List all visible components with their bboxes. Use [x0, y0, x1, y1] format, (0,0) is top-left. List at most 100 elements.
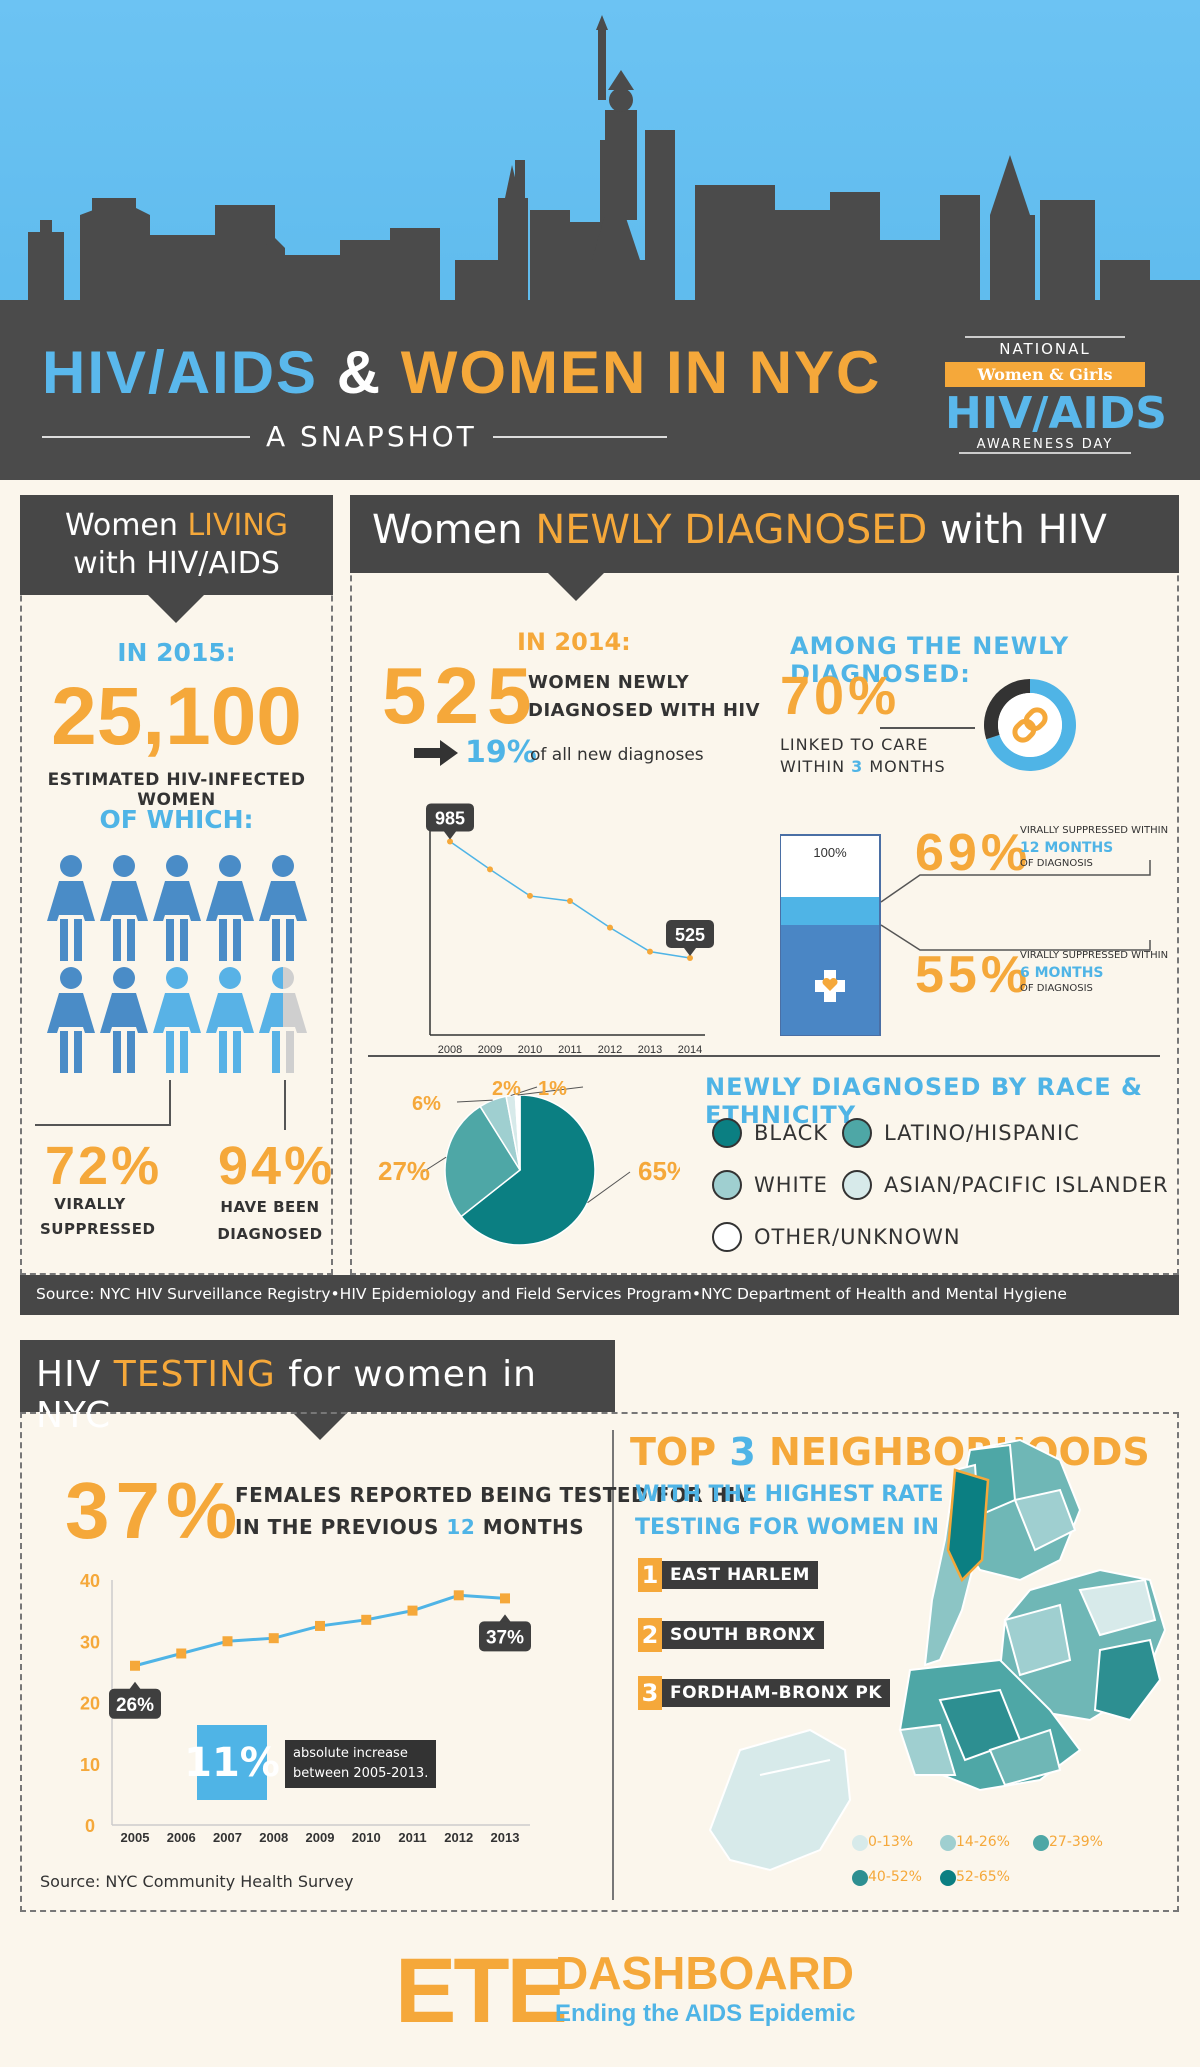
map-legend-1: 14-26%: [956, 1834, 1010, 1850]
vs6-label-b: 6 MONTHS: [1020, 965, 1104, 981]
x-tick-label: 2011: [398, 1830, 426, 1845]
x-tick-label: 2013: [638, 1044, 662, 1056]
diagnoses-point: [567, 898, 573, 904]
legend-swatch-asian: [842, 1170, 872, 1200]
newly-divider: [368, 1055, 1160, 1057]
hood-3: 3 FORDHAM-BRONX PK: [638, 1676, 891, 1710]
women-pictogram: [47, 855, 307, 1073]
legend-latino: LATINO/HISPANIC: [842, 1118, 1080, 1148]
pie-value-label: 1%: [538, 1078, 567, 1100]
diagnoses-point: [607, 924, 613, 931]
living-of-which: OF WHICH:: [99, 805, 254, 834]
badge-ribbon: Women & Girls: [945, 362, 1145, 387]
value-tag-pointer: [129, 1681, 141, 1690]
pie-leader: [456, 1099, 493, 1103]
increase-label-a: absolute increase: [293, 1746, 408, 1761]
newly-header: Women NEWLY DIAGNOSED with HIV: [350, 495, 1179, 573]
y-tick-label: 20: [80, 1694, 100, 1714]
testing-title-a: HIV: [36, 1354, 114, 1395]
testing-desc-num: 12: [446, 1515, 476, 1539]
diagnoses-point: [687, 955, 693, 961]
awareness-day-badge: NATIONAL Women & Girls HIV/AIDS AWARENES…: [945, 336, 1167, 456]
testing-desc-b-text: IN THE PREVIOUS: [235, 1515, 447, 1539]
nyc-skyline: [0, 15, 1200, 320]
legend-white: WHITE: [712, 1170, 828, 1200]
legend-label-asian: ASIAN/PACIFIC ISLANDER: [884, 1173, 1169, 1197]
title-part-1: HIV/AIDS: [42, 339, 319, 406]
testing-point: [268, 1633, 279, 1644]
legend-swatch-black: [712, 1118, 742, 1148]
pie-leader: [510, 1086, 538, 1097]
x-tick-label: 2008: [259, 1830, 288, 1845]
value-tag-bg: [479, 1621, 531, 1652]
x-tick-label: 2014: [678, 1044, 702, 1056]
logo-tagline: Ending the AIDS Epidemic: [555, 2000, 856, 2027]
legend-label-white: WHITE: [754, 1173, 828, 1197]
pie-leader: [517, 1086, 584, 1096]
pie-leader: [587, 1171, 631, 1204]
living-total: 25,100: [51, 671, 302, 762]
living-total-desc: ESTIMATED HIV-INFECTED WOMEN: [47, 770, 306, 810]
testing-header: HIV TESTING for women in NYC: [20, 1340, 615, 1436]
among-title: AMONG THE NEWLY DIAGNOSED:: [790, 632, 1070, 688]
stat-diagnosed-value: 94%: [218, 1136, 336, 1196]
bar-segment-12-months: [781, 897, 879, 925]
diagnoses-trend-chart: 2008 2009 2010 2011 2012 2013 2014 985 525: [426, 803, 714, 1056]
medical-heart-icon: [815, 970, 845, 1002]
newly-count-desc-b: DIAGNOSED WITH HIV: [528, 700, 761, 721]
linked-donut-chart: [880, 679, 1076, 771]
linked-label-num: 3: [851, 757, 864, 776]
arrow-right-icon: [414, 740, 458, 766]
testing-point: [222, 1636, 233, 1647]
newly-title-b: NEWLY DIAGNOSED: [535, 507, 928, 553]
diagnoses-point: [447, 838, 453, 845]
hood-3-label: FORDHAM-BRONX PK: [662, 1679, 891, 1707]
testing-desc-b: IN THE PREVIOUS 12 MONTHS: [235, 1515, 584, 1539]
pie-value-label: 2%: [492, 1078, 521, 1100]
value-tag-label: 26%: [116, 1695, 154, 1716]
living-title-a: Women: [64, 508, 188, 543]
vs12-value: 69%: [915, 824, 1032, 882]
linked-label-a: LINKED TO CARE: [780, 735, 929, 754]
testing-point: [315, 1620, 325, 1631]
newly-title-a: Women: [372, 507, 536, 553]
testing-point: [176, 1648, 187, 1659]
newly-year: IN 2014:: [517, 628, 631, 656]
vs12-connector: [880, 860, 1151, 903]
newly-count: 525: [382, 651, 540, 740]
logo-ete: ETE: [395, 1940, 568, 2042]
legend-asian: ASIAN/PACIFIC ISLANDER: [842, 1170, 1169, 1200]
legend-swatch-white: [712, 1170, 742, 1200]
value-tag-pointer: [499, 1614, 511, 1623]
x-tick-label: 2013: [491, 1830, 520, 1845]
vs12-label-a: VIRALLY SUPPRESSED WITHIN: [1020, 825, 1169, 836]
testing-panel: [20, 1412, 1179, 1912]
legend-black: BLACK: [712, 1118, 828, 1148]
x-tick-label: 2011: [558, 1044, 582, 1056]
badge-hiv-aids: HIV/AIDS: [945, 388, 1167, 439]
stat-diagnosed-label-b: DIAGNOSED: [217, 1225, 323, 1243]
value-tag-pointer: [684, 948, 696, 956]
badge-national: NATIONAL: [965, 336, 1125, 358]
increase-label: absolute increase between 2005-2013.: [285, 1740, 437, 1788]
x-tick-label: 2008: [438, 1044, 462, 1056]
stat-suppressed-label-a: VIRALLY: [54, 1195, 126, 1213]
vs12-label-c: OF DIAGNOSIS: [1020, 858, 1093, 869]
value-tag-label: 525: [675, 925, 705, 945]
hoods-title: TOP 3 NEIGHBORHOODS: [630, 1430, 1150, 1474]
x-tick-label: 2012: [598, 1044, 622, 1056]
testing-header-pointer: [292, 1412, 348, 1440]
hood-3-rank: 3: [638, 1676, 662, 1710]
testing-source: Source: NYC Community Health Survey: [40, 1872, 354, 1891]
vs12-label-b: 12 MONTHS: [1020, 840, 1114, 856]
title-part-2: WOMEN IN NYC: [400, 339, 882, 406]
legend-swatch-latino: [842, 1118, 872, 1148]
hood-2-label: SOUTH BRONX: [662, 1621, 824, 1649]
viral-suppression-bar: 100%: [780, 834, 1151, 1036]
x-tick-label: 2010: [352, 1830, 381, 1845]
map-legend-3: 40-52%: [868, 1869, 922, 1885]
virally-suppressed-connector: [35, 1080, 171, 1126]
living-year: IN 2015:: [117, 638, 236, 667]
increase-label-b: between 2005-2013.: [293, 1766, 429, 1781]
testing-title-b: TESTING: [113, 1354, 276, 1395]
